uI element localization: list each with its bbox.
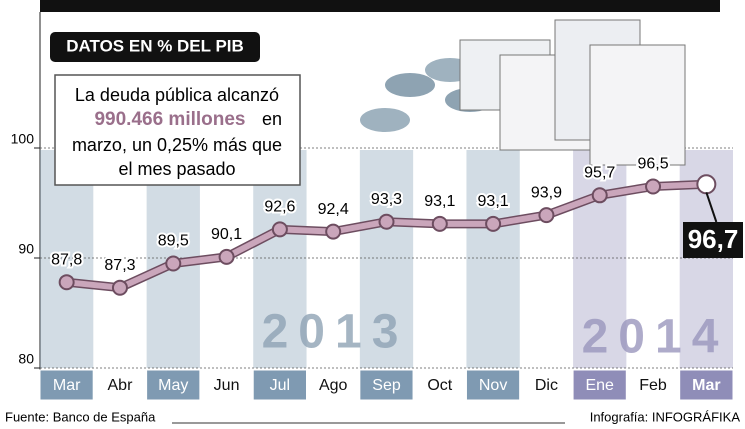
year-watermark: 2013 (262, 306, 409, 359)
annotation-text: en (262, 109, 282, 129)
x-tick-label: Ago (319, 377, 348, 394)
point (166, 257, 180, 271)
point (539, 208, 553, 222)
x-tick-label: Abr (108, 377, 134, 394)
point (113, 281, 127, 295)
source: Fuente: Banco de España (5, 409, 156, 424)
value-label: 93,1 (424, 193, 455, 210)
point (380, 215, 394, 229)
annotation-text: marzo, un 0,25% más que (72, 135, 282, 155)
value-label: 92,4 (318, 201, 349, 218)
annotation-text: el mes pasado (118, 159, 235, 179)
value-label: 89,5 (158, 233, 189, 250)
credit: Infografía: INFOGRÁFIKA (590, 409, 741, 424)
point (60, 275, 74, 289)
point (273, 222, 287, 236)
annotation-text: La deuda pública alcanzó (75, 85, 279, 105)
x-tick-label: Mar (53, 377, 81, 394)
point (326, 225, 340, 239)
value-label: 95,7 (584, 165, 615, 182)
value-label: 87,8 (51, 251, 82, 268)
value-label: 96,7 (688, 224, 739, 254)
annotation-highlight: 990.466 millones (94, 109, 245, 130)
value-label: 87,3 (104, 257, 135, 274)
point (433, 217, 447, 231)
x-tick-label: Nov (479, 377, 507, 394)
value-label: 90,1 (211, 226, 242, 243)
x-tick-label: Oct (427, 377, 452, 394)
value-label: 96,5 (637, 156, 668, 173)
x-tick-label: Ene (585, 377, 614, 394)
x-tick-label: Jul (270, 377, 290, 394)
badge-text: DATOS EN % DEL PIB (66, 36, 244, 55)
value-label: 92,6 (264, 199, 295, 216)
point (220, 250, 234, 264)
y-tick-label: 90 (18, 241, 34, 257)
point (646, 180, 660, 194)
x-tick-label: Sep (372, 377, 401, 394)
illustration (360, 20, 685, 165)
y-tick-label: 100 (11, 131, 35, 147)
x-tick-label: May (158, 377, 188, 394)
value-label: 93,1 (478, 193, 509, 210)
chart: DATOS EN % DEL PIB La deuda pública alca… (0, 0, 745, 429)
point (593, 188, 607, 202)
year-watermark: 2014 (582, 311, 729, 364)
x-tick-label: Feb (639, 377, 667, 394)
x-tick-label: Dic (535, 377, 558, 394)
value-label: 93,9 (531, 184, 562, 201)
y-tick-label: 80 (18, 351, 34, 367)
point (486, 217, 500, 231)
x-tick-label: Mar (692, 377, 720, 394)
value-label: 93,3 (371, 191, 402, 208)
column-panel (466, 150, 519, 368)
title-bar (40, 0, 720, 12)
x-tick-label: Jun (214, 377, 240, 394)
point (697, 175, 715, 193)
